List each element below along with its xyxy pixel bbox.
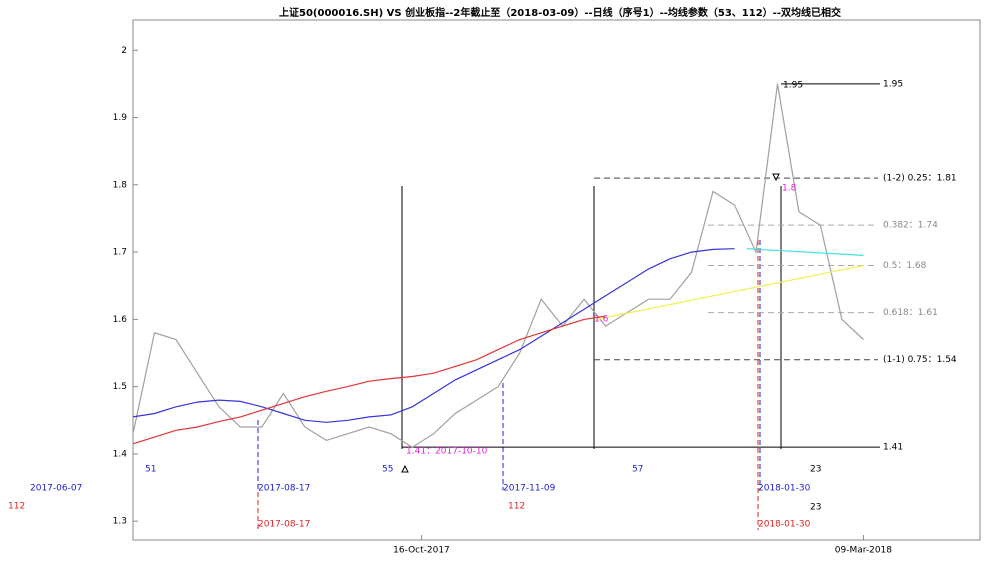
level-label: (1-2) 0.25：1.81 [883, 174, 957, 184]
series-line [132, 248, 735, 423]
chart-title: 上证50(000016.SH) VS 创业板指--2年截止至（2018-03-0… [279, 6, 841, 19]
annotation: 57 [632, 465, 643, 475]
y-tick-label: 1.4 [113, 449, 128, 459]
level-label: 1.95 [883, 79, 903, 89]
annotation: 1.95 [783, 81, 803, 91]
guides [257, 173, 782, 530]
level-label: (1-1) 0.75：1.54 [883, 355, 957, 365]
y-tick-label: 1.8 [113, 180, 128, 190]
annotation: 23 [810, 465, 821, 475]
annotation: 51 [145, 465, 156, 475]
y-tick-label: 1.7 [113, 248, 127, 258]
series-line [132, 83, 864, 448]
triangle-marker [772, 173, 780, 182]
annotation: 2017-08-17 [258, 520, 310, 530]
level-label: 0.5：1.68 [883, 261, 927, 271]
annotation: 112 [8, 502, 25, 512]
projection-line [596, 264, 864, 320]
annotation: 2017-08-17 [258, 484, 310, 494]
series-line [132, 315, 606, 445]
y-tick-label: 1.9 [113, 113, 128, 123]
y-tick-label: 1.3 [113, 517, 127, 527]
x-tick-label: 09-Mar-2018 [835, 546, 893, 556]
y-tick-label: 2 [121, 46, 127, 56]
annotation: 2018-01-30 [758, 484, 811, 494]
x-tick-label: 16-Oct-2017 [393, 546, 450, 556]
annotation: 1.41：2017-10-10 [406, 447, 488, 457]
annotation: 1.8 [782, 184, 797, 194]
y-tick-label: 1.5 [113, 382, 127, 392]
annotation: 2018-01-30 [758, 520, 811, 530]
annotation: 2017-11-09 [503, 484, 556, 494]
y-tick-label: 1.6 [113, 315, 128, 325]
annotation: 23 [810, 503, 821, 513]
annotation: 55 [382, 465, 393, 475]
plot-frame [132, 19, 981, 541]
annotation: 112 [508, 502, 525, 512]
projection-line [746, 248, 864, 256]
level-label: 0.618：1.61 [883, 308, 938, 318]
level-label: 1.41 [883, 443, 903, 453]
annotation: 1.6 [594, 315, 609, 325]
triangle-marker [401, 464, 409, 473]
annotation: 2017-06-07 [30, 484, 82, 494]
level-label: 0.382：1.74 [883, 221, 938, 231]
